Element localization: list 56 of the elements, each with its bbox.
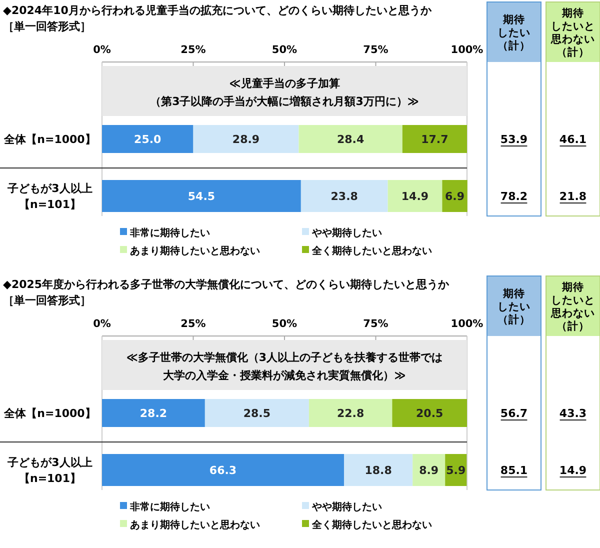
chart-subtitle: ［単一回答形式］ (3, 294, 91, 307)
text: 期待したい（計） (498, 287, 530, 326)
x-tick-label: 50% (272, 318, 298, 330)
data-label: 5.9 (446, 464, 466, 477)
legend-label: 全く期待したいと思わない (311, 519, 432, 531)
data-label: 28.5 (243, 407, 271, 420)
chart-title: ◆2025年度から行われる多子世帯の大学無償化について、どのくらい期待したいと思うか (3, 278, 450, 291)
data-label: 23.8 (330, 190, 358, 203)
data-label: 17.7 (421, 133, 448, 146)
data-label: 28.2 (140, 407, 168, 420)
y-tick-label: 子どもが3人以上【n=101】 (6, 456, 92, 485)
text: 56.7 (500, 407, 528, 420)
y-tick-label: 子どもが3人以上【n=101】 (6, 182, 92, 211)
text: 46.1 (559, 133, 587, 146)
band-label: ≪児童手当の多子加算（第3子以降の手当が大幅に増額され月額3万円に）≫ (150, 77, 419, 108)
data-label: 28.9 (232, 133, 260, 146)
y-tick-label: 全体【n=1000】 (3, 133, 96, 146)
legend-label: 全く期待したいと思わない (311, 245, 432, 257)
text: 14.9 (559, 464, 587, 477)
data-label: 22.8 (336, 407, 364, 420)
text: 期待したいと思わない（計） (550, 280, 595, 332)
text: 85.1 (500, 464, 528, 477)
x-tick-label: 75% (363, 44, 389, 56)
data-label: 18.8 (364, 464, 392, 477)
data-label: 20.5 (416, 407, 444, 420)
x-tick-label: 100% (450, 318, 484, 330)
legend-label: やや期待したい (311, 227, 382, 239)
band-label: ≪多子世帯の大学無償化（3人以上の子どもを扶養する世帯では大学の入学金・授業料が減免され実質無償化）≫ (126, 351, 443, 382)
legend-label: やや期待したい (311, 501, 382, 513)
data-label: 14.9 (401, 190, 429, 203)
text: 43.3 (559, 407, 587, 420)
y-tick-label: 全体【n=1000】 (3, 407, 96, 420)
data-label: 54.5 (188, 190, 216, 203)
x-tick-label: 75% (363, 318, 389, 330)
text: 21.8 (559, 190, 587, 203)
x-tick-label: 25% (180, 318, 206, 330)
chart-title: ◆2024年10月から行われる児童手当の拡充について、どのくらい期待したいと思うか (3, 4, 432, 17)
data-label: 8.9 (419, 464, 439, 477)
data-label: 28.4 (336, 133, 364, 146)
x-tick-label: 50% (272, 44, 298, 56)
data-label: 66.3 (209, 464, 237, 477)
legend-label: あまり期待したいと思わない (130, 519, 260, 531)
x-tick-label: 0% (93, 44, 112, 56)
data-label: 6.9 (445, 190, 465, 203)
legend-label: あまり期待したいと思わない (130, 245, 260, 257)
data-label: 25.0 (134, 133, 162, 146)
x-tick-label: 0% (93, 318, 112, 330)
text: 53.9 (500, 133, 528, 146)
text: 期待したいと思わない（計） (550, 6, 595, 58)
legend-label: 非常に期待したい (129, 227, 210, 239)
chart-subtitle: ［単一回答形式］ (3, 20, 91, 33)
text: 期待したい（計） (498, 13, 530, 52)
x-tick-label: 100% (450, 44, 484, 56)
text: 78.2 (500, 190, 528, 203)
legend-label: 非常に期待したい (129, 501, 210, 513)
x-tick-label: 25% (180, 44, 206, 56)
